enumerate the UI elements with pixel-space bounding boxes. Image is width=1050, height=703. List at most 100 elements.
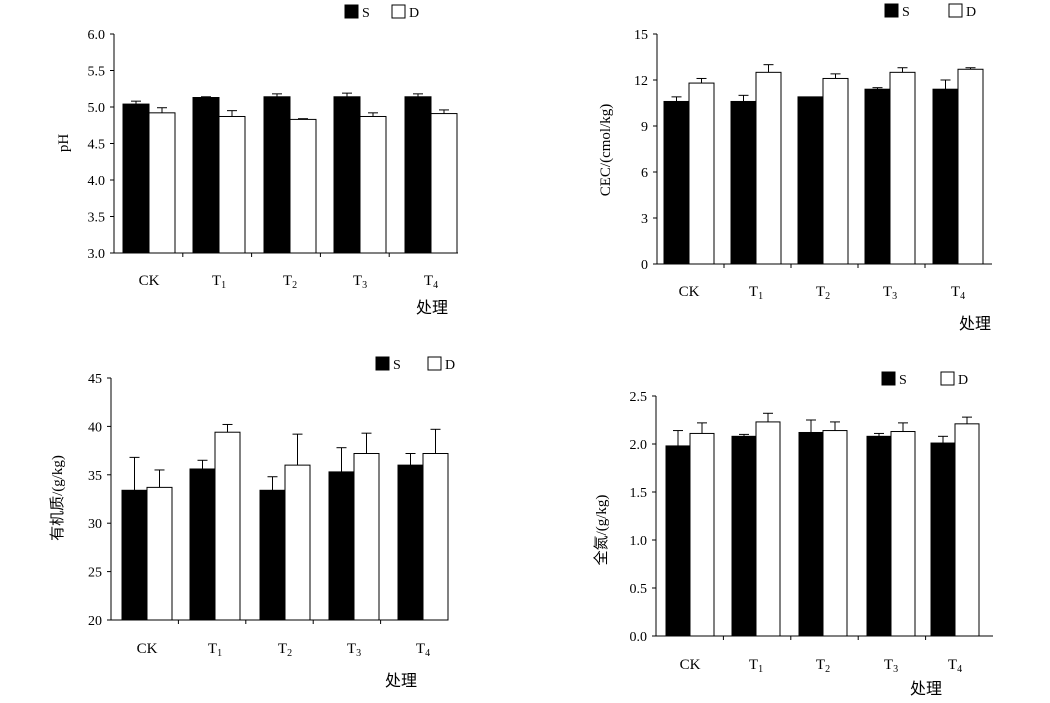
legend-label-d: D <box>958 373 968 388</box>
bar-s-t3 <box>864 88 891 265</box>
x-tick-label: T3 <box>884 657 898 675</box>
y-tick-label: 35 <box>88 469 102 484</box>
bar-s-t2 <box>798 431 824 637</box>
y-axis-title: 全氮/(g/kg) <box>592 495 610 566</box>
y-tick-label: 6 <box>641 166 648 181</box>
bar-d-t1 <box>755 71 782 265</box>
y-tick-label: 6.0 <box>88 28 106 43</box>
bar-d-t4 <box>422 453 449 621</box>
bar-s-t1 <box>730 100 757 265</box>
y-tick-label: 12 <box>634 74 648 89</box>
x-tick-label: T4 <box>416 641 430 659</box>
bar-s-t2 <box>259 489 286 621</box>
x-tick-label: T3 <box>347 641 361 659</box>
x-tick-label: CK <box>679 284 700 300</box>
legend-label-d: D <box>966 5 976 20</box>
y-tick-label: 3.0 <box>88 247 106 262</box>
bar-s-t1 <box>189 468 216 621</box>
x-tick-label: T1 <box>749 657 763 675</box>
y-tick-label: 30 <box>88 517 102 532</box>
legend-label-s: S <box>393 358 401 373</box>
y-axis-title: 有机质/(g/kg) <box>49 455 66 541</box>
bar-d-t3 <box>890 431 916 637</box>
x-axis-title: 处理 <box>385 672 417 690</box>
bar-d-t1 <box>755 421 781 637</box>
y-tick-label: 5.0 <box>88 101 106 116</box>
bar-d-ck <box>688 82 715 265</box>
x-tick-label: CK <box>680 657 701 673</box>
y-tick-label: 45 <box>88 372 102 387</box>
bar-d-t4 <box>430 113 458 254</box>
legend-label-s: S <box>899 373 907 388</box>
bar-s-t3 <box>328 471 355 621</box>
bar-s-t2 <box>263 96 291 254</box>
y-tick-label: 2.5 <box>630 390 648 405</box>
y-tick-label: 15 <box>634 28 648 43</box>
bar-s-t3 <box>333 96 361 254</box>
legend-label-d: D <box>445 358 455 373</box>
y-tick-label: 20 <box>88 614 102 629</box>
bar-s-t4 <box>930 442 956 637</box>
bar-s-t4 <box>404 96 432 254</box>
bar-s-ck <box>121 489 148 621</box>
bar-s-ck <box>665 445 691 637</box>
y-tick-label: 9 <box>641 120 648 135</box>
x-tick-label: T2 <box>816 657 830 675</box>
x-axis-title: 处理 <box>416 299 448 317</box>
x-tick-label: T2 <box>278 641 292 659</box>
bar-d-t2 <box>284 464 311 621</box>
bar-d-ck <box>148 112 176 254</box>
x-tick-label: T2 <box>283 273 297 291</box>
x-tick-label: T2 <box>816 284 830 302</box>
y-tick-label: 1.5 <box>630 486 648 501</box>
bar-s-t2 <box>797 96 824 265</box>
y-tick-label: 25 <box>88 566 102 581</box>
y-tick-label: 40 <box>88 420 102 435</box>
legend-swatch-d <box>391 4 406 19</box>
legend-label-s: S <box>362 6 370 21</box>
legend-swatch-d <box>948 3 963 18</box>
y-axis-title: pH <box>56 134 72 153</box>
bar-s-t1 <box>192 97 220 254</box>
legend-swatch-s <box>884 3 899 18</box>
y-tick-label: 4.0 <box>88 174 106 189</box>
bar-s-t3 <box>866 435 892 637</box>
x-axis-title: 处理 <box>910 680 942 698</box>
x-tick-label: T3 <box>353 273 367 291</box>
y-tick-label: 5.5 <box>88 65 106 80</box>
y-tick-label: 3.5 <box>88 211 106 226</box>
bar-d-t3 <box>889 71 916 265</box>
bar-d-t4 <box>954 423 980 637</box>
legend-label-s: S <box>902 5 910 20</box>
bar-d-t1 <box>218 115 246 254</box>
bar-s-t4 <box>932 88 959 265</box>
bar-d-t3 <box>353 453 380 621</box>
y-tick-label: 0.5 <box>630 582 648 597</box>
bar-s-ck <box>663 100 690 265</box>
x-tick-label: CK <box>137 641 158 657</box>
bar-d-t4 <box>957 68 984 265</box>
bar-d-t2 <box>289 118 317 254</box>
x-tick-label: T3 <box>883 284 897 302</box>
y-tick-label: 1.0 <box>630 534 648 549</box>
bar-d-t2 <box>822 430 848 637</box>
bar-d-t2 <box>822 77 849 265</box>
bar-d-t1 <box>214 431 241 621</box>
y-tick-label: 4.5 <box>88 138 106 153</box>
x-tick-label: T1 <box>749 284 763 302</box>
y-tick-label: 0.0 <box>630 630 648 645</box>
x-axis-title: 处理 <box>959 315 991 333</box>
legend-swatch-s <box>881 371 896 386</box>
y-tick-label: 3 <box>641 212 648 227</box>
bar-s-ck <box>122 103 150 254</box>
bar-d-t3 <box>359 115 387 254</box>
legend-swatch-s <box>344 4 359 19</box>
y-axis-title: CEC/(cmol/kg) <box>598 104 614 197</box>
bar-d-ck <box>689 432 715 637</box>
